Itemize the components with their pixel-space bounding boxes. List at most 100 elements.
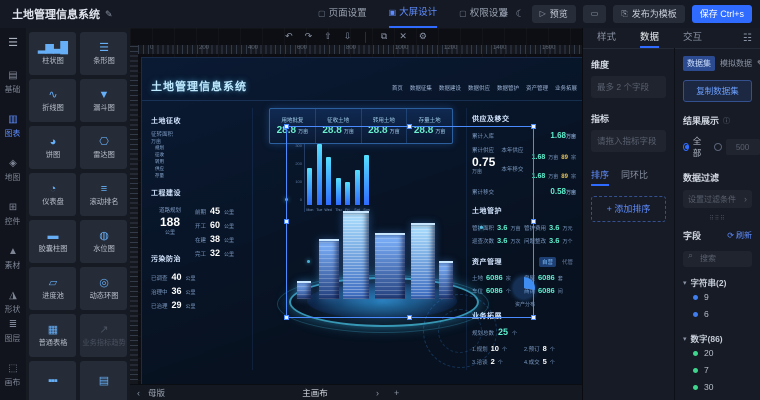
delete-icon[interactable]: ✕ bbox=[399, 31, 407, 41]
number-field-item[interactable]: 30 bbox=[683, 379, 752, 396]
widget-tile[interactable]: ▬ 胶囊柱图 bbox=[29, 220, 76, 263]
tab-data[interactable]: 数据 bbox=[640, 28, 660, 48]
widget-icon: ▂▆▃█ bbox=[37, 42, 68, 54]
string-field-item[interactable]: 9 bbox=[683, 289, 752, 306]
fullscreen-button[interactable]: ▭ bbox=[582, 5, 607, 23]
preview-button[interactable]: ▷ 预览 bbox=[531, 5, 576, 23]
tab-style[interactable]: 样式 bbox=[597, 32, 617, 43]
redo-icon[interactable]: ↷ bbox=[304, 31, 313, 41]
publish-template-button[interactable]: ⎘ 发布为模板 bbox=[613, 5, 685, 23]
widget-tile[interactable]: ∿ 折线图 bbox=[29, 79, 76, 122]
widget-tile[interactable]: ◕ 饼图 bbox=[29, 126, 76, 169]
menu-icon[interactable]: ☰ bbox=[8, 37, 18, 49]
resize-handle[interactable] bbox=[284, 124, 289, 129]
resize-handle[interactable] bbox=[531, 124, 536, 129]
string-group-header[interactable]: ▾ 字符串(2) bbox=[683, 277, 727, 288]
layer-up-icon[interactable]: ⇧ bbox=[324, 31, 332, 41]
number-group-header[interactable]: ▾ 数字(86) bbox=[683, 333, 723, 344]
pollution-stat: 已调查 40 公里 bbox=[151, 272, 196, 282]
widget-tile[interactable]: ≡ 滚动排名 bbox=[80, 173, 127, 216]
option-all[interactable]: 全部 bbox=[683, 135, 704, 159]
dashboard-artboard[interactable]: 土地管理信息系统 首页 数据征集 数据建设 数据供应 数据管护 资产管理 业务拓展 用地批复… bbox=[141, 57, 584, 387]
layer-down-icon[interactable]: ⇩ bbox=[343, 31, 352, 41]
limit-input[interactable] bbox=[725, 139, 760, 155]
maintenance-stat: 管护面积 3.6 万亩 bbox=[472, 223, 521, 232]
number-field-item[interactable]: 53 bbox=[683, 396, 752, 400]
undo-icon[interactable]: ↶ bbox=[285, 31, 293, 41]
resize-handle[interactable] bbox=[407, 315, 412, 320]
rail-category[interactable]: ▤ 基础 bbox=[5, 70, 21, 94]
theme-dark-icon[interactable]: ☾ bbox=[515, 8, 525, 20]
assets-tab-self[interactable]: 自营 bbox=[538, 257, 556, 267]
widget-tile[interactable]: ▦ 普通表格 bbox=[29, 314, 76, 357]
add-sort-button[interactable]: + 添加排序 bbox=[591, 196, 666, 222]
widget-tile[interactable]: ☰ 条形图 bbox=[80, 32, 127, 75]
edit-title-icon[interactable]: ✎ bbox=[105, 8, 113, 19]
widget-tile[interactable]: ◎ 动态环图 bbox=[80, 267, 127, 310]
option-limit[interactable] bbox=[713, 139, 760, 155]
widget-tile[interactable]: ▱ 进度池 bbox=[29, 267, 76, 310]
radio-limit[interactable] bbox=[713, 143, 722, 151]
resize-handle[interactable] bbox=[284, 315, 289, 320]
widget-tile[interactable]: ▼ 漏斗图 bbox=[80, 79, 127, 122]
resize-handle[interactable] bbox=[531, 315, 536, 320]
string-field-item[interactable]: 6 bbox=[683, 306, 752, 323]
panel-list-icon[interactable]: ☷ bbox=[743, 32, 752, 44]
week-bar: Wed bbox=[324, 144, 333, 212]
rail-category[interactable]: ◈ 地图 bbox=[5, 158, 21, 182]
tab-mock-data[interactable]: 模拟数据 bbox=[720, 59, 752, 68]
category-icon: ⊞ bbox=[8, 202, 18, 213]
master-page-tab[interactable]: 母版 bbox=[148, 387, 166, 398]
tab-dataset[interactable]: 数据集 bbox=[683, 56, 715, 71]
widget-tile[interactable]: ◔ 仪表盘 bbox=[29, 173, 76, 216]
next-page-icon[interactable]: › bbox=[376, 387, 379, 398]
widget-tile[interactable]: ↗ 业务指标趋势 bbox=[80, 314, 127, 357]
main-canvas-tab[interactable]: 主画布 bbox=[302, 387, 328, 398]
widget-tile[interactable]: ⎔ 雷达图 bbox=[80, 126, 127, 169]
widget-tile[interactable]: ▪▪▪ bbox=[29, 361, 76, 400]
column-divider bbox=[466, 108, 467, 370]
resize-handle[interactable] bbox=[531, 219, 536, 224]
tab-compare[interactable]: 同环比 bbox=[621, 170, 649, 180]
filter-condition-button[interactable]: 设置过滤条件 › bbox=[683, 190, 752, 208]
copy-dataset-button[interactable]: 复制数据集 bbox=[683, 80, 752, 102]
copy-icon[interactable]: ⧉ bbox=[380, 31, 388, 41]
search-input[interactable] bbox=[683, 250, 752, 267]
refresh-fields-link[interactable]: ⟳ 刷新 bbox=[727, 231, 752, 240]
search-icon: ⌕ bbox=[688, 250, 694, 260]
tab-page-settings[interactable]: ▢ 页面设置 bbox=[318, 0, 367, 28]
prev-page-icon[interactable]: ‹ bbox=[137, 387, 140, 398]
rail-bottom: ≣ 图层 ⬚ 画布 bbox=[0, 310, 26, 398]
tab-permission-settings[interactable]: ▢ 权限设置 bbox=[459, 0, 508, 28]
rail-bottom-item[interactable]: ⬚ 画布 bbox=[5, 363, 21, 387]
widget-tile[interactable]: ◍ 水位图 bbox=[80, 220, 127, 263]
rail-category[interactable]: ▥ 图表 bbox=[5, 114, 21, 138]
number-field-item[interactable]: 20 bbox=[683, 345, 752, 362]
radio-all[interactable] bbox=[683, 143, 689, 151]
dimension-dropzone[interactable]: 最多 2 个字段 bbox=[591, 76, 666, 98]
theme-light-icon[interactable]: ⚙ bbox=[499, 8, 509, 20]
resize-handle[interactable] bbox=[284, 219, 289, 224]
tab-sort[interactable]: 排序 bbox=[591, 168, 610, 186]
resize-handle[interactable] bbox=[407, 124, 412, 129]
metric-dropzone[interactable]: 请拖入指标字段 bbox=[591, 130, 666, 152]
selection-box[interactable] bbox=[284, 124, 536, 320]
add-page-icon[interactable]: + bbox=[394, 387, 400, 398]
widget-tile[interactable]: ▂▆▃█ 柱状图 bbox=[29, 32, 76, 75]
assets-tab-managed[interactable]: 代管 bbox=[561, 260, 573, 266]
tab-interaction[interactable]: 交互 bbox=[683, 32, 703, 43]
rail-category[interactable]: ◮ 形状 bbox=[5, 290, 21, 314]
number-field-item[interactable]: 7 bbox=[683, 362, 752, 379]
widget-tile[interactable]: ▤ bbox=[80, 361, 127, 400]
rail-bottom-item[interactable]: ≣ 图层 bbox=[5, 319, 21, 343]
tab-screen-design[interactable]: ▣ 大屏设计 bbox=[388, 0, 438, 28]
design-canvas[interactable]: ↶ ↷ ⇧ ⇩ │ ⧉ ✕ ⚙ 0 200 400 600 800 1000 1200 140… bbox=[130, 28, 584, 400]
top-bar-actions: ⚙ ☾ ▷ 预览 ▭ ⎘ 发布为模板 保存 Ctrl+s bbox=[500, 0, 752, 28]
edit-dataset-link[interactable]: ✎ 修改 bbox=[757, 58, 760, 69]
save-button[interactable]: 保存 Ctrl+s bbox=[691, 5, 752, 23]
rail-category[interactable]: ▲ 素材 bbox=[5, 246, 21, 270]
rail-category[interactable]: ⊞ 控件 bbox=[5, 202, 21, 226]
drag-handle[interactable]: ⠿⠿⠿ bbox=[709, 216, 726, 222]
weekly-bar-chart[interactable]: 300 200 100 0 Mon Tue bbox=[293, 144, 371, 212]
settings-icon[interactable]: ⚙ bbox=[418, 31, 427, 41]
